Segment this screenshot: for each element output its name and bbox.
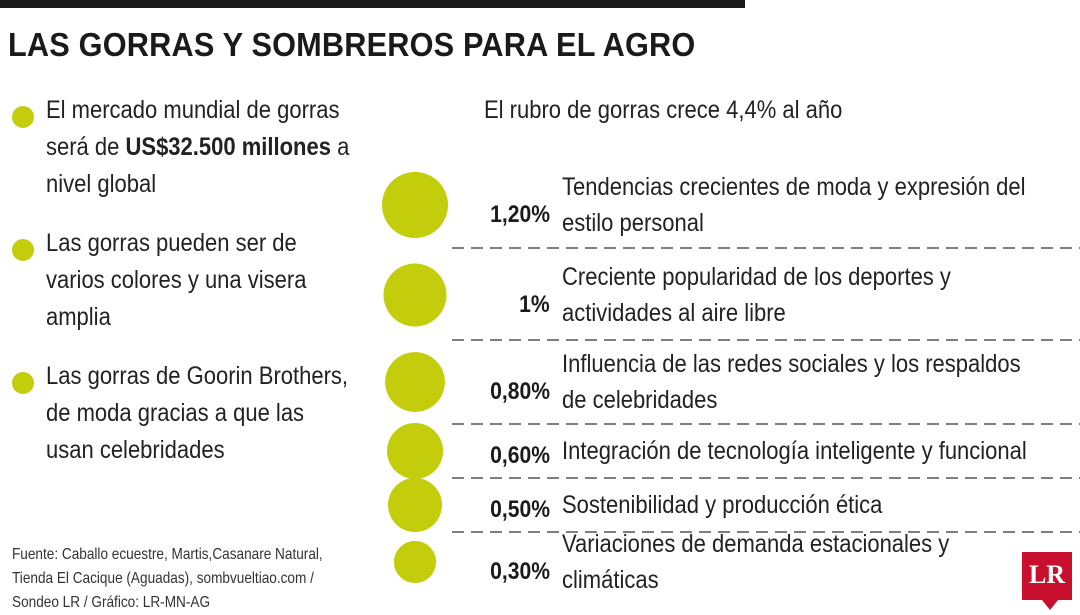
- bullet-dot-icon: [12, 239, 34, 261]
- row-value: 0,80%: [490, 378, 550, 405]
- bubble-mark: [385, 352, 445, 412]
- bullet-dot-icon: [12, 372, 34, 394]
- row-label: Tendencias crecientes de moda y expresió…: [562, 173, 1026, 237]
- row-value: 0,50%: [490, 496, 550, 523]
- bullet-dot-icon: [12, 106, 34, 128]
- bubble-mark: [387, 423, 443, 479]
- bullet-list: El mercado mundial de gorras será de US$…: [12, 92, 352, 469]
- row-value: 0,30%: [490, 558, 550, 585]
- bubble-mark: [382, 172, 448, 238]
- chart-title: El rubro de gorras crece 4,4% al año: [484, 96, 843, 124]
- page-title: LAS GORRAS Y SOMBREROS PARA EL AGRO: [8, 26, 696, 63]
- row-value: 0,60%: [490, 442, 550, 469]
- bubble-mark: [388, 478, 442, 532]
- bullet-text: Las gorras de Goorin Brothers, de moda g…: [46, 362, 349, 464]
- bullet-item: Las gorras pueden ser de varios colores …: [12, 225, 352, 336]
- source-line: Tienda El Cacique (Aguadas), sombvueltia…: [12, 570, 314, 587]
- top-rule: [0, 0, 745, 8]
- row-label: Integración de tecnología inteligente y …: [562, 437, 1027, 465]
- lr-logo: LR: [1022, 552, 1072, 610]
- bubble-chart: 1,20% Tendencias crecientes de moda y exp…: [370, 160, 1080, 608]
- bullet-text: El mercado mundial de gorras será de US$…: [46, 96, 350, 198]
- row-value: 1%: [519, 291, 550, 318]
- bubble-chart-svg: [382, 172, 1080, 584]
- bubble-mark: [383, 263, 447, 327]
- source-line: Fuente: Caballo ecuestre, Martis,Casanar…: [12, 546, 323, 563]
- bullet-item: Las gorras de Goorin Brothers, de moda g…: [12, 358, 352, 469]
- row-label: Influencia de las redes sociales y los r…: [562, 350, 1021, 414]
- bullet-item: El mercado mundial de gorras será de US$…: [12, 92, 352, 203]
- row-label: Variaciones de demanda estacionales y cli…: [562, 530, 950, 594]
- source-line: Sondeo LR / Gráfico: LR-MN-AG: [12, 594, 211, 611]
- row-value: 1,20%: [490, 201, 550, 228]
- source-note: Fuente: Caballo ecuestre, Martis,Casanar…: [12, 543, 323, 615]
- bubble-mark: [393, 540, 437, 584]
- row-label: Sostenibilidad y producción ética: [562, 491, 883, 519]
- bullet-text: Las gorras pueden ser de varios colores …: [46, 229, 307, 331]
